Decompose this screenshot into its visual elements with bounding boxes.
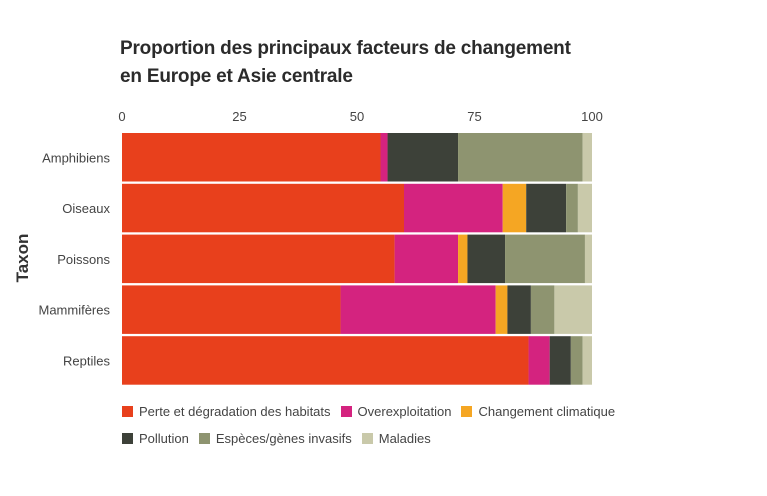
x-tick-label: 25	[232, 109, 246, 124]
legend-item: Overexploitation	[340, 404, 452, 419]
legend-label: Pollution	[139, 431, 189, 446]
bar-segment-5	[554, 285, 592, 334]
legend-item: Maladies	[361, 431, 431, 446]
x-tick-label: 75	[467, 109, 481, 124]
bar-segment-0	[122, 285, 341, 334]
bar-segment-3	[549, 336, 571, 385]
category-label: Amphibiens	[42, 150, 110, 165]
legend-row-2: Pollution Espèces/gènes invasifs Maladies	[122, 431, 441, 446]
legend-swatch	[122, 433, 133, 444]
legend-swatch	[198, 433, 210, 444]
legend-item: Perte et dégradation des habitats	[122, 404, 331, 419]
legend-swatch	[122, 406, 133, 417]
bar-segment-0	[122, 183, 404, 233]
y-axis-label: Taxon	[13, 234, 32, 283]
bar-segment-3	[526, 183, 567, 233]
x-tick-label: 0	[118, 109, 125, 124]
category-label: Reptiles	[63, 353, 110, 368]
legend-row-1: Perte et dégradation des habitats Overexp…	[122, 404, 625, 419]
legend-swatch	[461, 406, 473, 417]
legend-item: Pollution	[122, 431, 189, 446]
legend-swatch	[340, 406, 352, 417]
bar-segment-5	[577, 183, 592, 233]
bar-segment-4	[566, 183, 578, 233]
legend-label: Maladies	[378, 431, 431, 446]
bar-segment-4	[458, 133, 583, 182]
bar-segment-2	[502, 183, 527, 233]
bar-segment-4	[570, 336, 583, 385]
bar-segment-5	[582, 336, 592, 385]
x-tick-label: 100	[581, 109, 603, 124]
bar-segment-3	[507, 285, 531, 334]
bar-segment-0	[122, 336, 529, 385]
legend-swatch	[361, 433, 373, 444]
bar-segment-2	[495, 285, 508, 334]
bar-segment-1	[528, 336, 550, 385]
bar-segment-1	[340, 285, 496, 334]
legend-label: Espèces/gènes invasifs	[215, 431, 352, 446]
bar-segment-5	[584, 234, 592, 284]
legend-label: Changement climatique	[478, 404, 616, 419]
bar-segment-4	[505, 234, 585, 284]
chart-subtitle: en Europe et Asie centrale	[120, 66, 353, 87]
bar-segment-0	[122, 133, 381, 182]
bar-segment-1	[380, 133, 388, 182]
legend-item: Espèces/gènes invasifs	[198, 431, 352, 446]
bar-segment-3	[467, 234, 506, 284]
category-label: Poissons	[57, 252, 110, 267]
chart-title: Proportion des principaux facteurs de ch…	[120, 38, 571, 59]
bar-segment-5	[582, 133, 592, 182]
bar-segment-3	[387, 133, 459, 182]
bar-segment-0	[122, 234, 395, 284]
bar-segment-1	[394, 234, 459, 284]
bar-segment-2	[458, 234, 468, 284]
bar-segment-1	[404, 183, 503, 233]
bar-segment-4	[530, 285, 555, 334]
category-label: Mammifères	[38, 303, 110, 318]
legend-label: Perte et dégradation des habitats	[139, 404, 331, 419]
x-tick-label: 50	[350, 109, 364, 124]
legend-item: Changement climatique	[461, 404, 615, 419]
legend-label: Overexploitation	[357, 404, 452, 419]
category-label: Oiseaux	[62, 201, 110, 216]
